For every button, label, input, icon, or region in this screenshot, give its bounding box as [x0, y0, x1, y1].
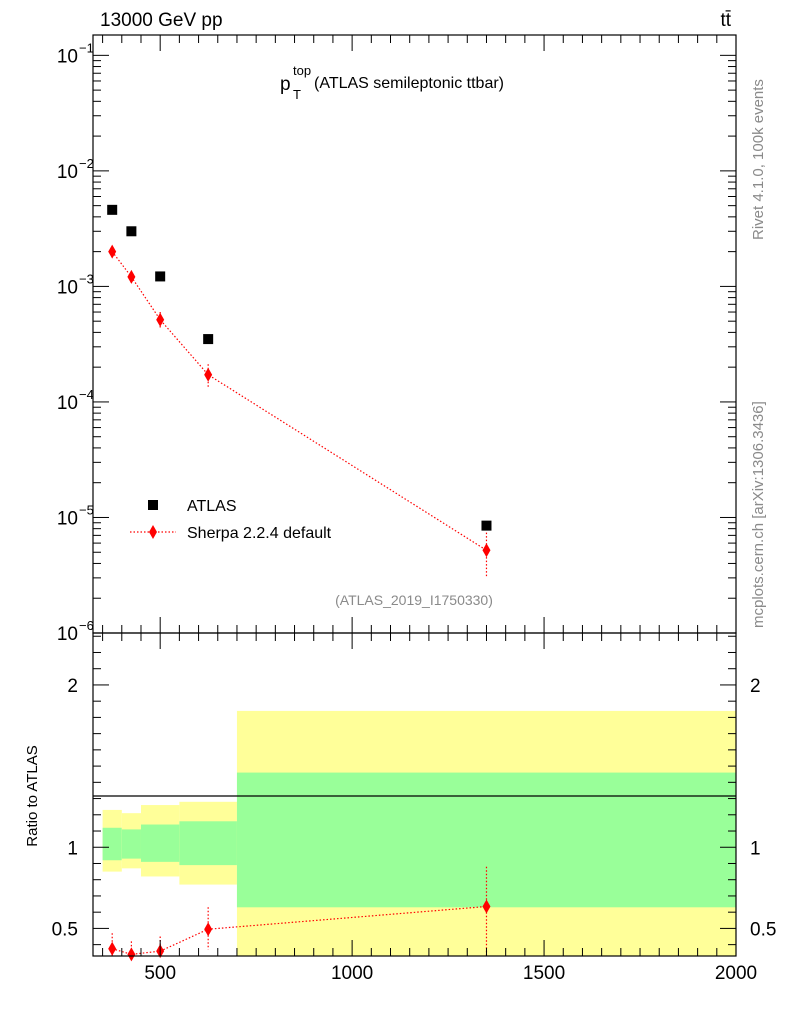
ratio-y-tick-label-right: 1	[750, 838, 761, 859]
energy-label: 13000 GeV pp	[100, 10, 223, 31]
ratio-frame	[92, 632, 737, 957]
ratio-band-green	[236, 772, 736, 908]
title-superscript: top	[293, 63, 311, 78]
sherpa-point	[156, 312, 165, 327]
legend-atlas-label: ATLAS	[187, 498, 237, 515]
main-y-tick-exponent: −5	[79, 502, 94, 517]
main-y-tick-exponent: −6	[79, 618, 94, 633]
ratio-sherpa-point	[127, 947, 136, 962]
main-panel: 10−110−210−310−410−510−6 p T top (ATLAS …	[57, 34, 737, 645]
sherpa-point	[482, 543, 491, 558]
ratio-y-tick-label-right: 0.5	[750, 919, 776, 940]
main-y-tick-label: 10	[57, 277, 78, 298]
legend-sherpa-marker	[149, 525, 157, 539]
ratio-band-green	[179, 821, 237, 866]
analysis-id: (ATLAS_2019_I1750330)	[335, 592, 493, 608]
ratio-sherpa-point	[108, 941, 117, 956]
atlas-point	[126, 226, 137, 237]
main-y-tick-exponent: −4	[79, 387, 94, 402]
sherpa-point	[108, 244, 117, 259]
ratio-x-tick-label: 1000	[331, 963, 373, 984]
plot-title: p T top (ATLAS semileptonic ttbar)	[280, 63, 504, 102]
ratio-y-label: Ratio to ATLAS	[24, 745, 41, 846]
ratio-x-axis: 500 1000 1500 2000	[102, 633, 757, 984]
main-y-tick-exponent: −2	[79, 156, 94, 171]
main-data-layer	[107, 204, 492, 578]
ratio-panel: 0.5 0.5 1 1 2 2 500 1000 1500 2000 Ratio to ATLA…	[24, 632, 776, 984]
ratio-y-tick-label: 1	[67, 838, 78, 859]
ratio-sherpa-point	[482, 899, 491, 914]
atlas-point	[107, 204, 118, 215]
atlas-point	[155, 271, 166, 282]
main-frame	[92, 34, 737, 634]
main-y-tick-label: 10	[57, 162, 78, 183]
rivet-label: Rivet 4.1.0, 100k events	[750, 79, 767, 240]
main-y-tick-label: 10	[57, 508, 78, 529]
mcplots-label: mcplots.cern.ch [arXiv:1306.3436]	[750, 401, 767, 628]
ratio-data-layer	[108, 866, 491, 962]
main-y-tick-label: 10	[57, 46, 78, 67]
ratio-bands	[102, 710, 736, 956]
ratio-y-tick-label: 2	[67, 676, 78, 697]
process-label: tt̄	[720, 10, 731, 31]
main-y-axis: 10−110−210−310−410−510−6	[57, 40, 736, 645]
ratio-x-tick-label: 1500	[523, 963, 565, 984]
ratio-x-tick-label: 2000	[715, 963, 757, 984]
main-y-tick-exponent: −3	[79, 271, 94, 286]
ratio-sherpa-point	[204, 922, 213, 937]
sherpa-point	[127, 269, 136, 284]
sherpa-line	[111, 251, 487, 551]
legend-sherpa-label: Sherpa 2.2.4 default	[187, 525, 332, 542]
title-subscript: T	[293, 87, 301, 102]
legend-atlas-marker	[148, 500, 158, 510]
ratio-band-green	[140, 824, 180, 862]
atlas-point	[481, 520, 492, 531]
legend: ATLAS Sherpa 2.2.4 default	[130, 498, 332, 542]
ratio-band-green	[102, 827, 122, 861]
main-y-tick-label: 10	[57, 393, 78, 414]
ratio-y-axis: 0.5 0.5 1 1 2 2	[52, 635, 776, 946]
title-rest: (ATLAS semileptonic ttbar)	[314, 75, 504, 92]
ratio-band-green	[121, 829, 141, 859]
ratio-y-tick-label: 0.5	[52, 919, 78, 940]
main-x-ticks	[102, 35, 737, 633]
main-y-tick-label: 10	[57, 624, 78, 645]
main-y-tick-exponent: −1	[79, 40, 94, 55]
title-main: p	[280, 74, 291, 95]
sherpa-point	[204, 367, 213, 382]
ratio-y-tick-label-right: 2	[750, 676, 761, 697]
atlas-point	[203, 334, 214, 345]
ratio-x-tick-label: 500	[144, 963, 176, 984]
